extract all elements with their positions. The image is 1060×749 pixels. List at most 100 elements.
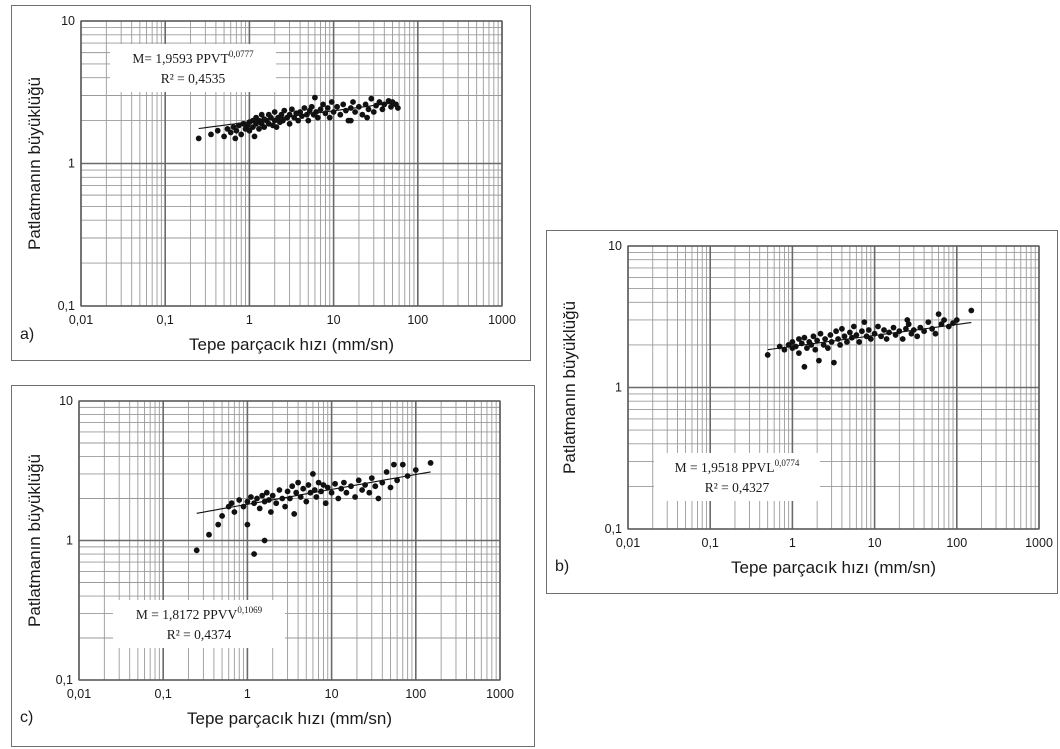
data-point — [221, 133, 228, 140]
equation-main: M = 1,9518 PPVL — [675, 460, 775, 475]
data-point — [364, 114, 370, 121]
data-point — [841, 333, 848, 340]
panel-label: c) — [20, 709, 33, 726]
y-axis-label: Patlatmanın büyüklüğü — [560, 301, 579, 474]
data-point — [263, 489, 270, 496]
data-point — [330, 109, 337, 115]
data-point — [844, 339, 850, 345]
data-point — [315, 479, 322, 486]
data-point — [861, 319, 868, 325]
equation-box — [113, 600, 285, 648]
data-point — [867, 336, 874, 342]
data-point — [337, 111, 344, 118]
data-point — [904, 317, 911, 323]
x-tick-label: 100 — [946, 536, 967, 550]
y-tick-label: 1 — [66, 534, 73, 548]
data-point — [764, 352, 771, 358]
panel-label: a) — [20, 326, 34, 343]
data-point — [899, 336, 906, 342]
data-point — [368, 95, 375, 102]
data-point — [387, 484, 394, 491]
y-axis-label: Patlatmanın büyüklüğü — [25, 77, 44, 250]
plot-area-border — [78, 400, 501, 681]
data-point — [847, 329, 853, 336]
data-point — [308, 103, 315, 110]
data-point — [251, 551, 257, 557]
x-axis-label: Tepe parçacık hızı (mm/sn) — [187, 709, 392, 728]
data-point — [271, 109, 278, 115]
data-point — [359, 487, 365, 493]
x-tick-label: 0,1 — [155, 687, 172, 701]
data-point — [347, 117, 354, 124]
x-tick-label: 0,01 — [67, 687, 91, 701]
r-squared-text: R² = 0,4535 — [161, 71, 226, 86]
data-point — [278, 111, 285, 118]
data-point — [875, 323, 881, 330]
data-point — [238, 131, 245, 138]
data-point — [246, 127, 253, 134]
data-point — [254, 495, 260, 502]
data-point — [280, 117, 286, 124]
data-point — [808, 342, 815, 348]
data-point — [792, 343, 799, 350]
data-point — [256, 505, 263, 512]
data-point — [299, 113, 305, 119]
data-point — [206, 531, 212, 538]
y-tick-label: 0,1 — [56, 673, 73, 687]
data-point — [314, 114, 321, 121]
data-point — [796, 336, 802, 342]
data-point — [391, 461, 397, 468]
data-point — [837, 342, 843, 348]
data-point — [365, 106, 372, 113]
data-point — [258, 111, 265, 118]
data-point — [929, 325, 935, 332]
data-point — [388, 103, 394, 110]
x-tick-label: 1 — [246, 313, 253, 327]
data-point — [195, 135, 202, 142]
data-point — [312, 94, 318, 101]
x-tick-label: 100 — [407, 313, 428, 327]
data-point — [261, 124, 268, 130]
data-point — [259, 492, 266, 499]
data-point — [427, 460, 434, 466]
data-point — [355, 477, 362, 484]
x-tick-label: 0,01 — [616, 536, 640, 550]
trendline — [196, 471, 431, 514]
data-point — [352, 109, 358, 115]
data-point — [215, 521, 222, 528]
data-point — [289, 483, 296, 490]
data-point — [370, 109, 377, 115]
data-point — [233, 127, 240, 134]
data-point — [303, 498, 310, 505]
data-point — [921, 328, 927, 335]
data-point — [896, 328, 903, 335]
data-point — [890, 324, 897, 331]
data-point — [295, 479, 301, 486]
data-point — [352, 494, 358, 500]
data-point — [214, 127, 221, 134]
data-point — [273, 124, 280, 130]
plot-area-border — [627, 245, 1040, 530]
data-point — [338, 485, 345, 492]
data-point — [282, 503, 288, 510]
data-point — [305, 482, 312, 488]
data-point — [881, 327, 887, 333]
data-point — [291, 511, 298, 517]
data-point — [236, 497, 243, 503]
data-point — [833, 328, 839, 335]
data-point — [953, 317, 960, 323]
x-tick-label: 10 — [868, 536, 882, 550]
data-point — [935, 311, 942, 317]
y-tick-label: 10 — [59, 394, 73, 408]
data-point — [925, 319, 932, 325]
data-point — [865, 327, 872, 333]
y-tick-label: 0,1 — [605, 522, 622, 536]
data-point — [362, 101, 369, 108]
data-point — [343, 489, 350, 496]
equation-text: M = 1,9518 PPVL0,0774 — [675, 458, 800, 475]
chart-panel-a: 0,01 0,1 1 10 100 1000 0,1 1 10 Tepe parçacık hız… — [11, 5, 531, 361]
data-points-c — [193, 460, 434, 557]
data-point — [324, 484, 331, 491]
data-point — [914, 333, 921, 340]
